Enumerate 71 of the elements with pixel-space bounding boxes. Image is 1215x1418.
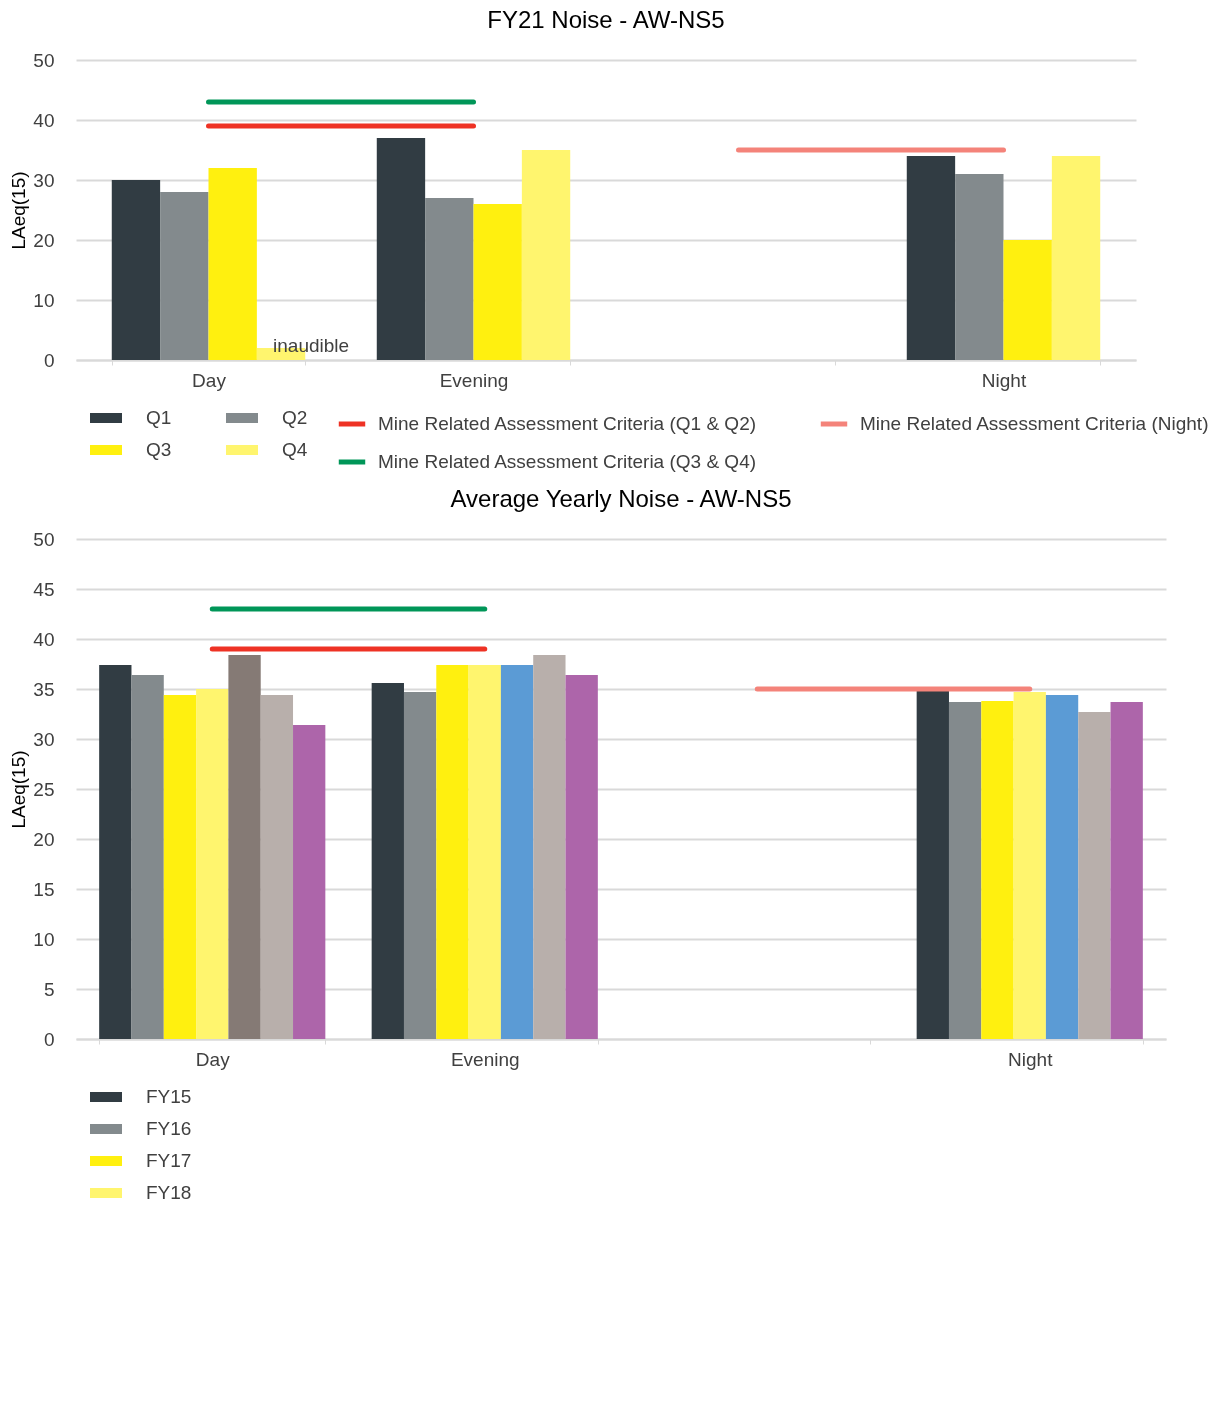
- bar: [293, 725, 326, 1039]
- bar: [1045, 695, 1079, 1039]
- bar: [376, 138, 426, 360]
- y-axis-title: LAeq(15): [8, 750, 30, 829]
- bar: [955, 174, 1004, 360]
- bar: [916, 691, 949, 1039]
- y-tick-label: 40: [33, 109, 55, 131]
- y-tick-label: 50: [33, 528, 55, 550]
- chart-title: FY21 Noise - AW-NS5: [487, 6, 725, 33]
- y-tick-label: 40: [33, 628, 55, 650]
- bar: [131, 675, 164, 1039]
- legend-label: FY17: [146, 1150, 192, 1171]
- y-tick-label: 20: [33, 229, 55, 251]
- x-tick-label: Day: [195, 1048, 231, 1070]
- bar: [1051, 156, 1101, 360]
- bar: [1013, 692, 1046, 1039]
- bar: [111, 180, 161, 360]
- y-axis-title: LAeq(15): [8, 171, 30, 250]
- bar: [371, 683, 404, 1039]
- legend-label: Q2: [282, 407, 308, 428]
- legend-label: Q1: [146, 407, 172, 428]
- bar: [425, 198, 474, 360]
- bar: [260, 695, 294, 1039]
- legend-label: FY18: [146, 1182, 192, 1203]
- bar: [948, 702, 982, 1039]
- bar: [565, 675, 598, 1039]
- y-tick-label: 10: [33, 289, 55, 311]
- x-tick-label: Evening: [439, 369, 509, 391]
- legend-label: Mine Related Assessment Criteria (Night): [860, 413, 1209, 434]
- bar: [906, 156, 956, 360]
- bar: [436, 665, 469, 1039]
- y-tick-label: 30: [33, 169, 55, 191]
- bar: [99, 665, 132, 1039]
- legend-label: FY15: [146, 1086, 192, 1107]
- y-tick-label: 0: [43, 1028, 55, 1050]
- bar: [403, 692, 437, 1039]
- bar: [1003, 240, 1052, 360]
- bar: [1078, 712, 1111, 1039]
- bar: [521, 150, 571, 360]
- y-tick-label: 20: [33, 828, 55, 850]
- bar: [468, 665, 501, 1039]
- data-label: inaudible: [273, 335, 350, 356]
- bar: [160, 192, 209, 360]
- bar: [1110, 702, 1143, 1039]
- bar: [196, 689, 229, 1039]
- x-tick-label: Day: [192, 369, 227, 391]
- legend-label: Q4: [282, 439, 308, 460]
- y-tick-label: 30: [33, 728, 55, 750]
- x-tick-label: Evening: [450, 1048, 520, 1070]
- bar: [500, 665, 534, 1039]
- y-tick-label: 0: [43, 349, 55, 371]
- legend-label: FY16: [146, 1118, 192, 1139]
- y-tick-label: 45: [33, 578, 55, 600]
- bar: [228, 655, 261, 1039]
- y-tick-label: 25: [33, 778, 55, 800]
- legend-label: Q3: [146, 439, 172, 460]
- bar: [163, 695, 197, 1039]
- bar: [208, 168, 257, 360]
- bar: [981, 701, 1014, 1039]
- x-tick-label: Night: [1008, 1048, 1054, 1070]
- y-tick-label: 35: [33, 678, 55, 700]
- y-tick-label: 50: [33, 49, 55, 71]
- chart-title: Average Yearly Noise - AW-NS5: [450, 485, 792, 512]
- y-tick-label: 10: [33, 928, 55, 950]
- y-tick-label: 5: [43, 978, 55, 1000]
- x-tick-label: Night: [981, 369, 1027, 391]
- bar: [473, 204, 522, 360]
- legend-label: Mine Related Assessment Criteria (Q3 & Q4): [378, 451, 757, 472]
- y-tick-label: 15: [33, 878, 55, 900]
- legend-label: Mine Related Assessment Criteria (Q1 & Q2): [378, 413, 757, 434]
- bar: [533, 655, 566, 1039]
